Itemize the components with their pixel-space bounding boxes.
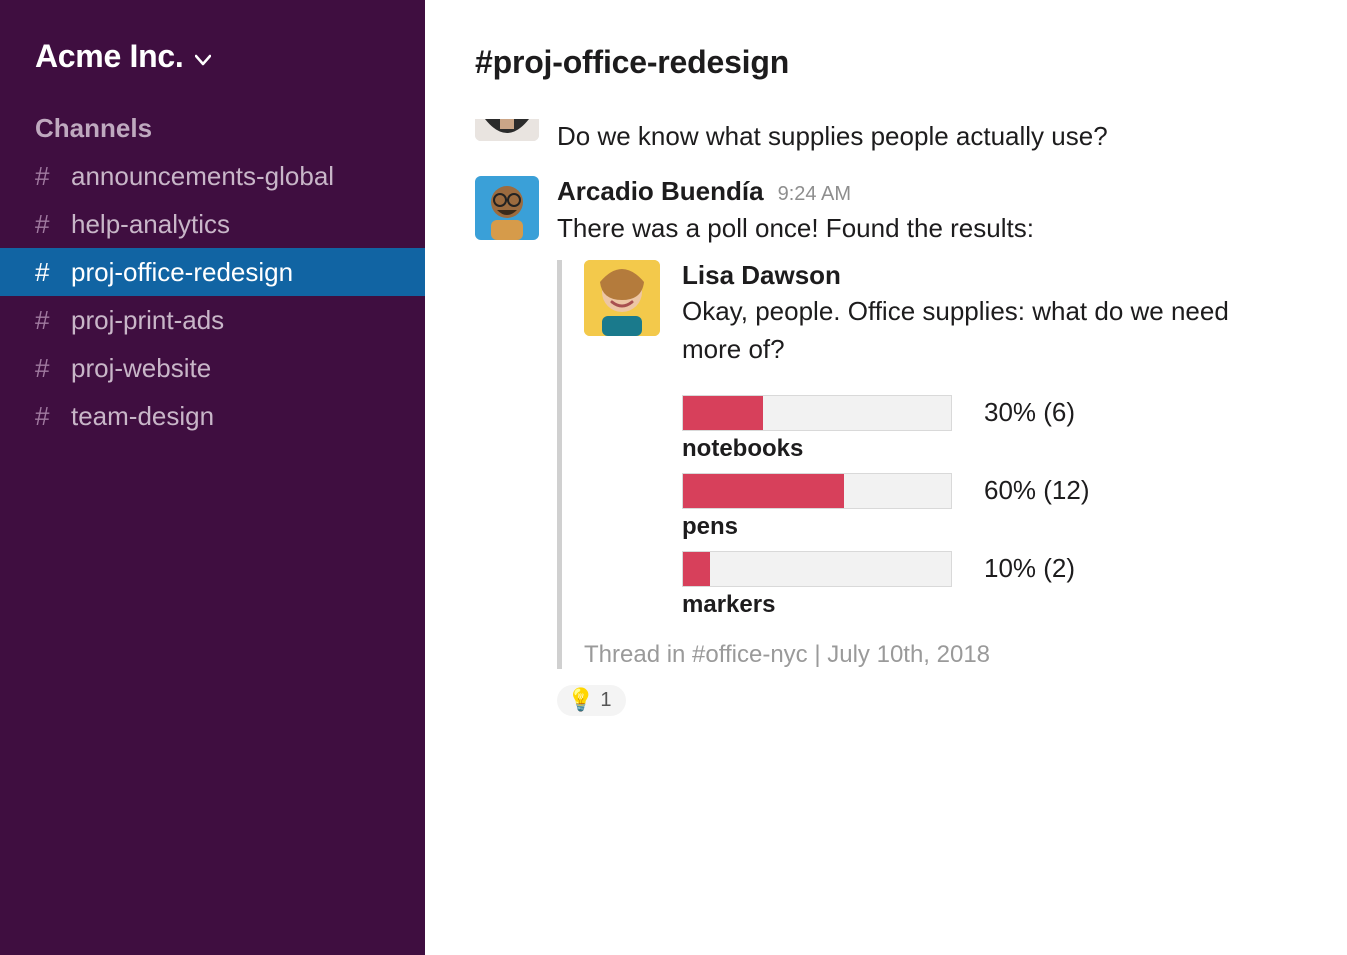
poll-bar-track: [682, 473, 952, 509]
poll-option-markers: 10% (2) markers: [682, 551, 1279, 619]
message-attachment: Lisa Dawson Okay, people. Office supplie…: [557, 260, 1279, 668]
channel-title: #proj-office-redesign: [475, 44, 1279, 81]
hash-icon: #: [35, 252, 61, 292]
sidebar-channel-proj-print-ads[interactable]: #proj-print-ads: [0, 296, 425, 344]
attachment-author[interactable]: Lisa Dawson: [682, 260, 1279, 291]
hash-icon: #: [35, 300, 61, 340]
reaction-bulb[interactable]: 💡1: [557, 685, 626, 716]
channel-name: announcements-global: [71, 156, 334, 196]
poll-value: 10% (2): [984, 553, 1075, 584]
message-text: Do we know what supplies people actually…: [557, 119, 1279, 154]
hash-icon: #: [35, 156, 61, 196]
avatar[interactable]: [584, 260, 660, 336]
channels-section-title: Channels: [0, 101, 425, 152]
sidebar-channel-announcements-global[interactable]: #announcements-global: [0, 152, 425, 200]
workspace-switcher[interactable]: Acme Inc.: [0, 30, 425, 101]
attachment-footer[interactable]: Thread in #office-nyc | July 10th, 2018: [584, 641, 1279, 669]
reaction-bar: 💡1: [557, 685, 1279, 716]
channel-name: team-design: [71, 396, 214, 436]
poll: 30% (6) notebooks 60% (12) pens 10% (2) marke…: [682, 395, 1279, 619]
sidebar-channel-proj-website[interactable]: #proj-website: [0, 344, 425, 392]
sidebar: Acme Inc. Channels #announcements-global…: [0, 0, 425, 955]
poll-option-notebooks: 30% (6) notebooks: [682, 395, 1279, 463]
bulb-icon: 💡: [567, 689, 594, 711]
message-text: There was a poll once! Found the results…: [557, 211, 1279, 246]
poll-label: notebooks: [682, 435, 1279, 463]
hash-icon: #: [35, 204, 61, 244]
poll-bar-track: [682, 395, 952, 431]
message: Arcadio Buendía 9:24 AM There was a poll…: [475, 176, 1279, 246]
avatar[interactable]: [475, 119, 539, 141]
poll-option-pens: 60% (12) pens: [682, 473, 1279, 541]
reaction-count: 1: [600, 689, 611, 712]
channel-name: proj-print-ads: [71, 300, 224, 340]
avatar[interactable]: [475, 176, 539, 240]
channel-name: proj-website: [71, 348, 211, 388]
poll-label: markers: [682, 591, 1279, 619]
channel-list: #announcements-global#help-analytics#pro…: [0, 152, 425, 440]
hash-icon: #: [35, 348, 61, 388]
poll-bar-fill: [683, 396, 763, 430]
poll-bar-fill: [683, 552, 710, 586]
poll-label: pens: [682, 513, 1279, 541]
poll-bar-fill: [683, 474, 844, 508]
message-time: 9:24 AM: [778, 183, 851, 206]
message-author[interactable]: Arcadio Buendía: [557, 176, 764, 207]
attachment-text: Okay, people. Office supplies: what do w…: [682, 293, 1279, 368]
workspace-name: Acme Inc.: [35, 38, 183, 75]
poll-value: 30% (6): [984, 397, 1075, 428]
channel-view: #proj-office-redesign Do we know what su…: [425, 0, 1347, 955]
channel-name: proj-office-redesign: [71, 252, 293, 292]
sidebar-channel-help-analytics[interactable]: #help-analytics: [0, 200, 425, 248]
poll-bar-track: [682, 551, 952, 587]
channel-name: help-analytics: [71, 204, 230, 244]
poll-value: 60% (12): [984, 475, 1090, 506]
hash-icon: #: [35, 396, 61, 436]
message-previous: Do we know what supplies people actually…: [475, 119, 1279, 154]
sidebar-channel-team-design[interactable]: #team-design: [0, 392, 425, 440]
chevron-down-icon: [195, 54, 211, 66]
sidebar-channel-proj-office-redesign[interactable]: #proj-office-redesign: [0, 248, 425, 296]
